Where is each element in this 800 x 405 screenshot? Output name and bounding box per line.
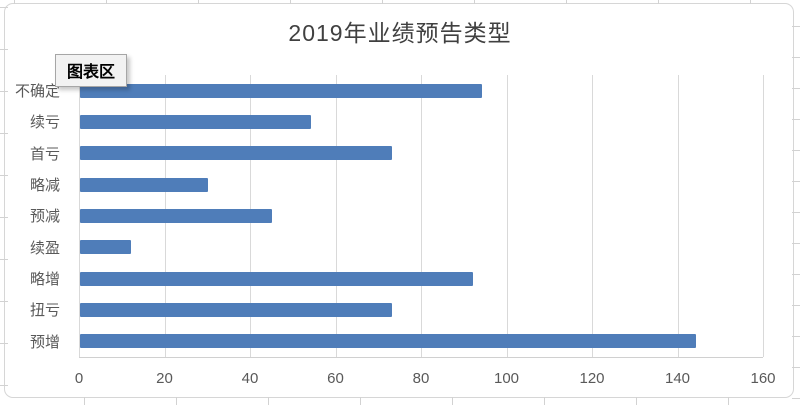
gridline [677,75,679,357]
gridline [506,75,508,357]
bar[interactable] [80,334,696,349]
bar[interactable] [80,146,393,161]
gridline [79,75,80,357]
y-axis-category-label[interactable]: 预增 [29,333,60,351]
y-axis-category-label[interactable]: 略增 [29,271,60,289]
gridline [335,75,337,357]
bar[interactable] [80,209,273,223]
x-axis-tick-label[interactable]: 140 [664,370,691,387]
bar[interactable] [80,271,474,286]
chart-title[interactable]: 2019年业绩预告类型 [288,20,512,46]
bar[interactable] [80,177,209,192]
bar[interactable] [80,240,132,255]
x-axis-tick-label[interactable]: 160 [750,370,776,387]
chart-area-tooltip: 图表区 [55,54,128,87]
y-axis-category-label[interactable]: 略减 [29,177,60,195]
x-axis-tick-label[interactable]: 80 [412,370,430,387]
y-axis-category-label[interactable]: 续亏 [29,114,60,132]
bar[interactable] [80,115,311,129]
gridline [592,75,593,357]
x-axis-tick-label[interactable]: 20 [156,370,173,387]
y-axis-category-label[interactable]: 续盈 [29,239,60,257]
bar[interactable] [80,83,482,98]
sheet-column-gridlines-bottom [84,397,800,405]
y-axis-category-label[interactable]: 首亏 [29,145,60,163]
bar[interactable] [80,303,393,317]
x-axis-line [79,357,763,358]
chart-area[interactable] [4,3,794,398]
gridline [763,75,764,357]
y-axis-category-label[interactable]: 不确定 [14,83,60,101]
y-axis-category-label[interactable]: 预减 [29,208,60,226]
x-axis-tick-label[interactable]: 0 [74,370,84,387]
x-axis-tick-label[interactable]: 120 [579,370,605,387]
x-axis-tick-label[interactable]: 100 [493,370,520,387]
x-axis-tick-label[interactable]: 60 [327,370,344,387]
y-axis-category-label[interactable]: 扭亏 [29,302,60,320]
gridline [421,75,422,357]
x-axis-tick-label[interactable]: 40 [241,370,259,387]
